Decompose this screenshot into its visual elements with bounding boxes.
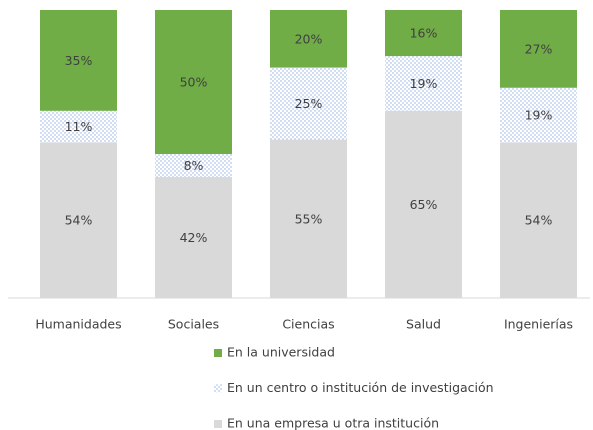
- legend-label: En la universidad: [227, 345, 335, 360]
- bar-segment: [155, 154, 232, 178]
- legend-swatch: [214, 349, 222, 357]
- x-tick-label: Salud: [406, 317, 441, 332]
- x-tick-label: Ciencias: [282, 317, 334, 332]
- bar-segment: [40, 142, 117, 298]
- data-label: 42%: [180, 230, 208, 245]
- bar-segment: [500, 87, 577, 143]
- x-tick-label: Humanidades: [35, 317, 121, 332]
- bar-segment: [155, 10, 232, 154]
- data-label: 25%: [295, 96, 323, 111]
- data-label: 8%: [184, 158, 204, 173]
- bar-segment: [385, 56, 462, 111]
- data-label: 20%: [295, 31, 323, 46]
- legend-label: En una empresa u otra institución: [227, 416, 439, 430]
- data-label: 16%: [410, 26, 438, 41]
- data-label: 54%: [65, 213, 93, 228]
- bar-segment: [385, 110, 462, 298]
- bar-segment: [385, 10, 462, 57]
- bar-segment: [270, 139, 347, 298]
- data-label: 19%: [525, 108, 553, 123]
- data-label: 35%: [65, 53, 93, 68]
- bar-segment: [155, 177, 232, 298]
- data-label: 55%: [295, 211, 323, 226]
- bar-segment: [40, 110, 117, 143]
- bar-segment: [270, 67, 347, 140]
- bar-segment: [500, 142, 577, 298]
- data-label: 50%: [180, 75, 208, 90]
- data-label: 27%: [525, 41, 553, 56]
- legend-swatch: [214, 420, 222, 428]
- legend-swatch: [214, 384, 222, 393]
- bar-segment: [40, 10, 117, 111]
- bar-segment: [500, 10, 577, 88]
- data-label: 11%: [65, 119, 93, 134]
- data-label: 19%: [410, 76, 438, 91]
- x-tick-label: Ingenierías: [504, 317, 573, 332]
- data-label: 65%: [410, 197, 438, 212]
- x-tick-label: Sociales: [168, 317, 219, 332]
- data-label: 54%: [525, 213, 553, 228]
- bar-segment: [270, 10, 347, 68]
- legend-label: En un centro o institución de investigac…: [227, 380, 494, 395]
